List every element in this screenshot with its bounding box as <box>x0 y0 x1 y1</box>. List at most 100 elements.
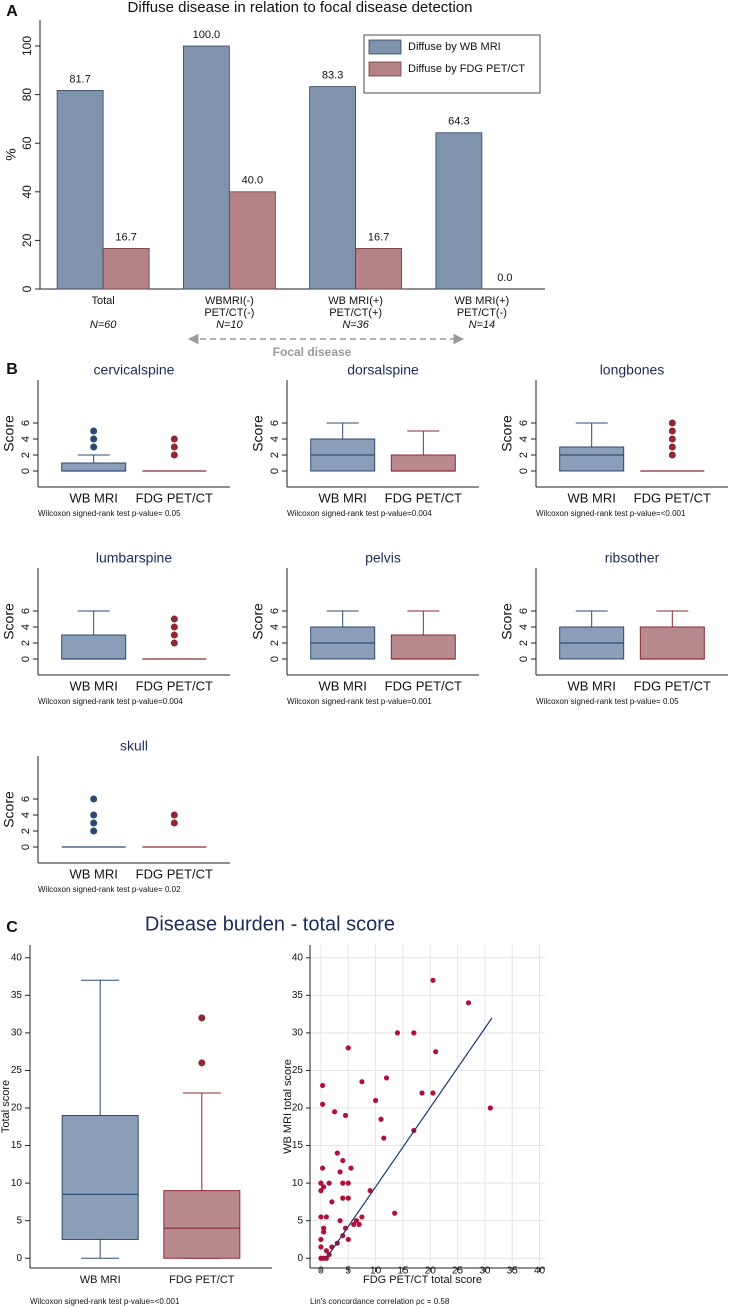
y-tick-label: 10 <box>11 1178 23 1189</box>
point <box>334 1150 340 1156</box>
x-tick-label: WB MRI <box>80 1274 121 1286</box>
point <box>356 1221 362 1228</box>
x-tick-label: 20 <box>425 1266 437 1277</box>
y-tick-label: 0 <box>20 468 32 474</box>
bar <box>435 132 483 290</box>
outlier <box>198 1059 206 1067</box>
point <box>319 1165 326 1171</box>
box <box>390 454 456 472</box>
y-tick-label: 30 <box>292 1028 304 1039</box>
point <box>318 1255 324 1261</box>
x-tick-label: 25 <box>452 1266 464 1277</box>
outlier <box>668 435 676 443</box>
chart-title: ribsother <box>605 550 660 566</box>
y-tick-label: 30 <box>11 1028 23 1039</box>
y-tick-label: 15 <box>11 1140 23 1151</box>
point <box>487 1105 493 1111</box>
footnote: Wilcoxon signed-rank test p-value= 0.02 <box>38 885 181 894</box>
bar <box>228 191 276 290</box>
point <box>318 1244 324 1250</box>
point <box>340 1157 346 1164</box>
y-tick-label: 10 <box>292 1178 304 1189</box>
x-tick-label: PET/CT(-) <box>457 307 507 319</box>
y-tick-label: 6 <box>20 420 32 426</box>
outlier <box>90 819 98 827</box>
point <box>321 1184 327 1190</box>
value-label: 64.3 <box>448 116 469 128</box>
outlier <box>170 443 178 451</box>
n-label: N=36 <box>342 319 369 331</box>
box <box>639 626 705 660</box>
y-tick-label: 20 <box>20 233 34 247</box>
x-tick-label: WB MRI <box>567 678 615 693</box>
y-tick-label: 40 <box>292 952 304 963</box>
x-tick-label: 30 <box>479 1266 491 1277</box>
y-tick-label: 6 <box>518 420 530 426</box>
y-tick-label: 0 <box>20 656 32 662</box>
point <box>318 1188 324 1194</box>
footnote: Wilcoxon signed-rank test p-value=0.001 <box>287 697 432 706</box>
point <box>318 1214 324 1220</box>
box <box>559 446 625 472</box>
y-axis-label: Score <box>499 415 515 452</box>
value-label: 0.0 <box>497 272 512 284</box>
x-tick-label: WB MRI(+) <box>328 295 383 307</box>
point <box>331 1109 338 1115</box>
value-label: 16.7 <box>115 231 136 243</box>
point <box>433 1049 439 1055</box>
y-tick-label: 25 <box>292 1065 304 1076</box>
y-tick-label: 4 <box>269 624 281 630</box>
outlier <box>90 811 98 819</box>
footnote: Wilcoxon signed-rank test p-value=<0.001 <box>30 1297 180 1306</box>
point <box>318 1180 324 1186</box>
x-tick-label: 10 <box>370 1266 382 1277</box>
footnote: Wilcoxon signed-rank test p-value= 0.05 <box>536 697 679 706</box>
point <box>340 1195 346 1201</box>
x-tick-label: FDG PET/CT <box>634 490 711 505</box>
outlier <box>668 427 676 435</box>
point <box>430 977 436 983</box>
x-tick-label: FDG PET/CT <box>136 490 213 505</box>
point <box>359 1079 365 1085</box>
x-tick-label: WB MRI <box>318 678 366 693</box>
bar <box>309 86 357 290</box>
point <box>323 1248 329 1254</box>
y-tick-label: 35 <box>11 990 23 1001</box>
point <box>345 1195 351 1201</box>
x-tick-label: WB MRI <box>69 866 117 881</box>
outlier <box>668 451 676 459</box>
x-tick-label: 35 <box>507 1266 519 1277</box>
y-axis-label: Score <box>1 791 17 828</box>
value-label: 83.3 <box>322 69 343 81</box>
value-label: 100.0 <box>193 29 221 41</box>
y-tick-label: 4 <box>269 436 281 442</box>
legend-swatch <box>368 39 402 55</box>
box <box>163 1190 241 1259</box>
y-tick-label: 6 <box>269 608 281 614</box>
y-axis-label: Total score <box>0 1080 12 1133</box>
x-tick-label: 15 <box>397 1266 409 1277</box>
point <box>337 1169 343 1175</box>
fit-line <box>325 1017 493 1259</box>
x-tick-label: FDG PET/CT <box>634 678 711 693</box>
legend-label: Diffuse by WB MRI <box>408 41 501 53</box>
outlier <box>170 435 178 443</box>
x-tick-label: FDG PET/CT <box>169 1274 235 1286</box>
y-tick-label: 2 <box>269 640 281 646</box>
panel-label: B <box>6 361 18 378</box>
n-label: N=10 <box>216 319 243 331</box>
y-tick-label: 0 <box>518 656 530 662</box>
y-tick-label: 4 <box>20 624 32 630</box>
outlier <box>170 639 178 647</box>
y-tick-label: 60 <box>20 136 34 150</box>
x-tick-label: FDG PET/CT <box>385 678 462 693</box>
y-tick-label: 4 <box>20 436 32 442</box>
point <box>319 1101 326 1107</box>
y-tick-label: 0 <box>20 285 34 292</box>
bar <box>355 248 403 290</box>
outlier <box>170 819 178 827</box>
y-axis-label: % <box>3 148 19 160</box>
y-tick-label: 40 <box>20 185 34 199</box>
outlier <box>668 419 676 427</box>
